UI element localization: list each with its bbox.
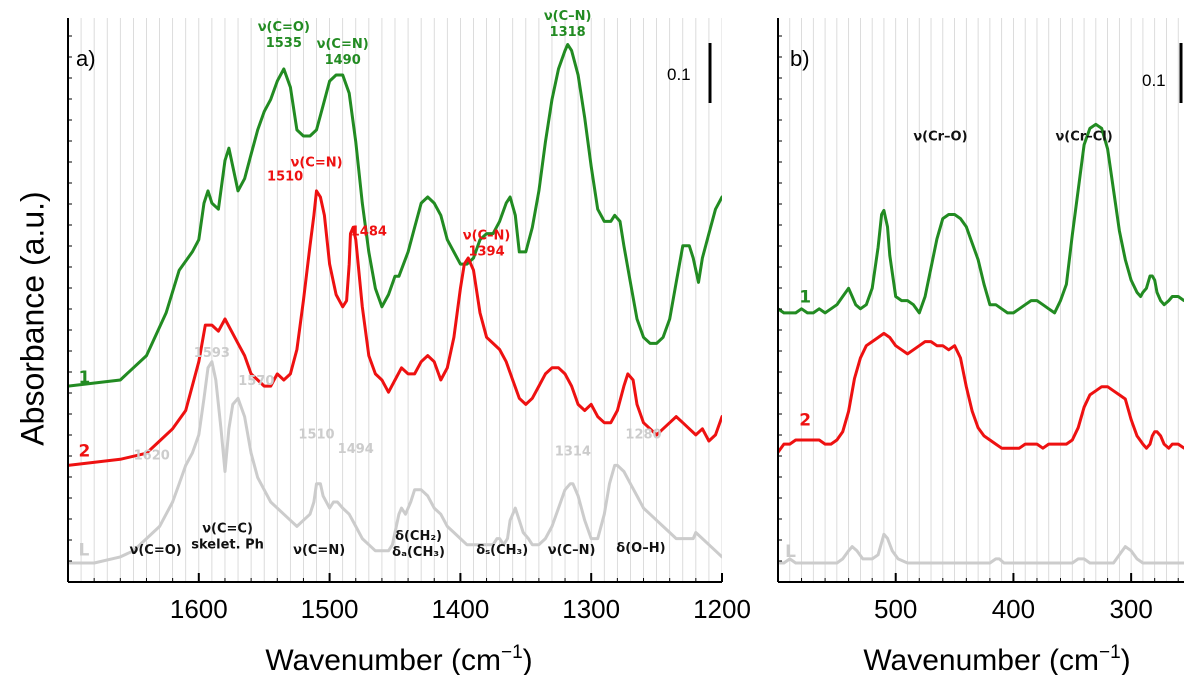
- x-tick-label: 1500: [301, 594, 359, 624]
- panel-label: a): [76, 46, 96, 71]
- scale-bar-label: 0.1: [1142, 71, 1166, 90]
- annotation-line: ν(C=O): [258, 20, 310, 35]
- annotation-line: 1510: [267, 170, 303, 185]
- series-label-L: L: [78, 541, 89, 561]
- annotation-line: ν(C=C): [202, 522, 253, 537]
- annotation-line: 1314: [555, 445, 591, 460]
- x-axis-label-exponent: −1: [501, 642, 523, 663]
- x-axis-label-exponent: −1: [1099, 642, 1121, 663]
- annotation-label: 1510: [267, 170, 303, 185]
- annotation-line: 1318: [550, 25, 586, 40]
- series-group: [778, 122, 1184, 565]
- series-line-1: [68, 43, 722, 388]
- series-line-1: [778, 122, 1184, 315]
- annotation-line: ν(Cr–O): [913, 130, 967, 145]
- series-label-L: L: [785, 542, 796, 562]
- series-label-1: 1: [799, 288, 811, 308]
- x-tick-label: 1600: [170, 594, 228, 624]
- annotation-label: ν(C=N) 1490: [317, 37, 369, 68]
- x-axis-label-suffix: ): [1121, 644, 1131, 675]
- annotation-line: ν(C=N): [293, 543, 345, 558]
- annotation-line: 1484: [351, 224, 387, 239]
- annotation-line: 1620: [134, 448, 170, 463]
- annotation-line: δ(CH₂): [395, 529, 442, 544]
- series-line-L: [68, 360, 722, 565]
- x-tick-label: 400: [992, 594, 1035, 624]
- x-tick-label: 500: [874, 594, 917, 624]
- annotation-line: δₐ(CH₃): [392, 545, 445, 560]
- annotation-label: 1593: [194, 346, 230, 361]
- annotation-label: ν(C=O): [130, 543, 182, 558]
- chart-panel-a: 1600 1500 1400 1300 1200 Wavenumber (cm−1) a) 0…: [67, 9, 751, 675]
- annotation-line: 1510: [298, 428, 334, 443]
- annotation-label: 1570: [238, 374, 274, 389]
- series-label-2: 2: [78, 441, 90, 461]
- annotation-label: 1494: [338, 442, 374, 457]
- annotation-label: ν(C–N) 1318: [544, 9, 592, 40]
- annotation-label: ν(C=N): [293, 543, 345, 558]
- annotation-label: ν(C=O) 1535: [258, 20, 310, 51]
- panel-label: b): [790, 46, 810, 71]
- x-axis-label-suffix: ): [523, 644, 533, 675]
- annotation-label: 1280: [625, 428, 661, 443]
- scale-bar-label: 0.1: [667, 65, 691, 84]
- annotation-label: ν(C=C) skelet. Ph: [191, 522, 264, 553]
- annotation-label: 1510: [298, 428, 334, 443]
- chart-panel-b: 500 400 300 Wavenumber (cm−1) b) 0.1 1 2 Lν(Cr–O…: [777, 18, 1184, 675]
- annotation-label: 1314: [555, 445, 591, 460]
- annotation-line: 1593: [194, 346, 230, 361]
- annotation-line: 1535: [266, 36, 302, 51]
- annotation-label: δₛ(CH₃): [476, 543, 528, 558]
- x-tick-label: 1300: [562, 594, 620, 624]
- x-tick-label: 300: [1109, 594, 1152, 624]
- annotation-label: 1620: [134, 448, 170, 463]
- series-line-2: [68, 189, 722, 467]
- annotation-label: δ(O–H): [616, 541, 665, 556]
- annotation-label: ν(C–N): [548, 543, 596, 558]
- annotation-label: 1484: [351, 224, 387, 239]
- series-label-1: 1: [78, 368, 90, 388]
- annotation-label: ν(C–N) 1394: [463, 229, 511, 260]
- annotation-line: 1490: [325, 53, 361, 68]
- annotation-label: ν(Cr–O): [913, 130, 967, 145]
- annotation-line: ν(C–N): [544, 9, 592, 24]
- annotation-line: 1280: [625, 428, 661, 443]
- series-label-2: 2: [799, 411, 811, 431]
- series-group: [68, 43, 722, 565]
- x-tick-label: 1200: [693, 594, 751, 624]
- gridlines: [778, 18, 1179, 582]
- annotation-line: 1494: [338, 442, 374, 457]
- series-line-2: [778, 331, 1184, 454]
- annotation-line: skelet. Ph: [191, 538, 264, 553]
- x-axis-label: Wavenumber (cm−1): [863, 642, 1130, 675]
- annotation-label: ν(Cr–Cl): [1055, 130, 1112, 145]
- annotation-line: ν(C–N): [463, 229, 511, 244]
- annotation-line: ν(C=N): [290, 156, 342, 171]
- annotation-line: ν(C=N): [317, 37, 369, 52]
- annotation-line: 1570: [238, 374, 274, 389]
- annotation-line: ν(Cr–Cl): [1055, 130, 1112, 145]
- x-tick-label: 1400: [431, 594, 489, 624]
- annotation-line: 1394: [468, 245, 504, 260]
- annotation-line: ν(C=O): [130, 543, 182, 558]
- annotation-line: δₛ(CH₃): [476, 543, 528, 558]
- annotation-label: δ(CH₂) δₐ(CH₃): [392, 529, 445, 560]
- gridlines: [68, 18, 722, 582]
- annotation-label: ν(C=N): [290, 156, 342, 171]
- series-line-L: [778, 532, 1184, 565]
- annotation-line: δ(O–H): [616, 541, 665, 556]
- annotation-line: ν(C–N): [548, 543, 596, 558]
- x-axis-label: Wavenumber (cm−1): [265, 642, 532, 675]
